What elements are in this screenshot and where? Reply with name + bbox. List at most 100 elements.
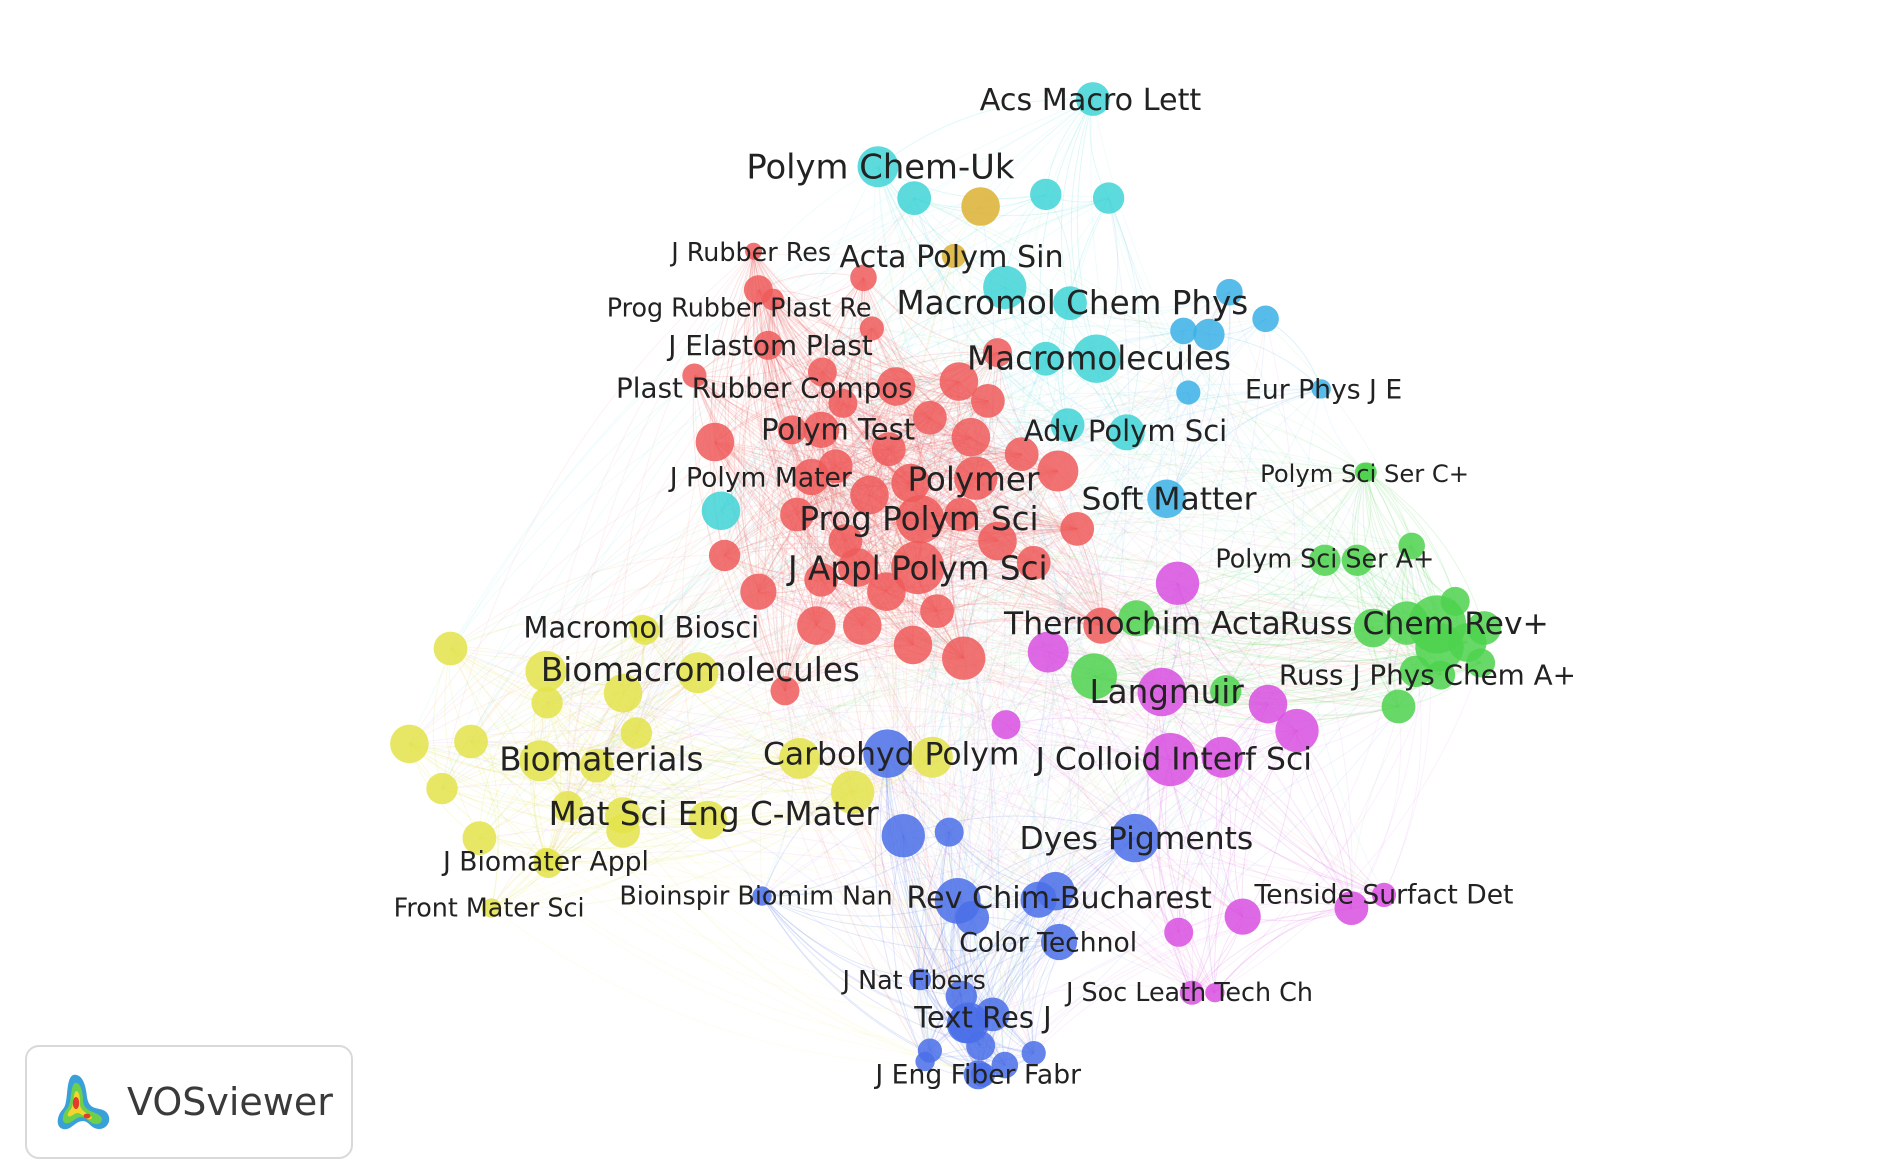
node-prog-polym-sci[interactable] xyxy=(896,495,945,544)
node[interactable] xyxy=(915,1051,935,1072)
node-j-elastom-plast[interactable] xyxy=(753,330,783,360)
node[interactable] xyxy=(1252,305,1279,333)
node[interactable] xyxy=(942,636,986,680)
node[interactable] xyxy=(433,631,468,666)
node[interactable] xyxy=(1216,278,1243,306)
node[interactable] xyxy=(1399,655,1432,688)
node[interactable] xyxy=(838,548,877,587)
label-macromolecules[interactable]: Macromolecules xyxy=(967,340,1231,378)
label-adv-polym-sci[interactable]: Adv Polym Sci xyxy=(1024,414,1227,448)
node-polym-test[interactable] xyxy=(803,411,840,448)
node[interactable] xyxy=(777,415,807,445)
node[interactable] xyxy=(1016,545,1051,580)
node[interactable] xyxy=(743,275,773,305)
node[interactable] xyxy=(871,432,906,467)
node[interactable] xyxy=(1036,871,1075,911)
label-russ-chem-rev[interactable]: Russ Chem Rev+ xyxy=(1280,606,1549,642)
node[interactable] xyxy=(970,1062,996,1087)
label-mat-sci-eng-c-mater[interactable]: Mat Sci Eng C-Mater xyxy=(549,795,880,833)
node-thermochim-acta[interactable] xyxy=(1083,607,1120,644)
node[interactable] xyxy=(944,497,979,532)
node-front-mater-sci[interactable] xyxy=(481,898,502,918)
node[interactable] xyxy=(983,338,1012,368)
label-langmuir[interactable]: Langmuir xyxy=(1089,673,1244,711)
label-front-mater-sci[interactable]: Front Mater Sci xyxy=(394,893,585,923)
node[interactable] xyxy=(961,187,1000,226)
node[interactable] xyxy=(1201,736,1243,778)
node-langmuir[interactable] xyxy=(1137,667,1187,717)
node-polymer[interactable] xyxy=(954,456,998,500)
node-dyes-pigments[interactable] xyxy=(1111,813,1160,863)
label-biomacromolecules[interactable]: Biomacromolecules xyxy=(541,651,860,689)
node[interactable] xyxy=(818,449,853,484)
node[interactable] xyxy=(1193,318,1225,351)
node[interactable] xyxy=(740,573,777,610)
node[interactable] xyxy=(891,463,930,503)
node[interactable] xyxy=(971,384,1005,418)
label-plast-rubber-compos[interactable]: Plast Rubber Compos xyxy=(616,371,913,404)
node[interactable] xyxy=(1353,608,1393,648)
node[interactable] xyxy=(1071,653,1117,700)
node[interactable] xyxy=(1467,611,1502,645)
node-polym-chem-uk[interactable] xyxy=(857,146,899,188)
node[interactable] xyxy=(701,491,741,531)
node[interactable] xyxy=(677,652,719,694)
node[interactable] xyxy=(1176,380,1201,405)
label-polym-sci-ser-c[interactable]: Polym Sci Ser C+ xyxy=(1260,460,1469,488)
node[interactable] xyxy=(1155,561,1200,605)
node[interactable] xyxy=(939,362,979,401)
node-eur-phys-j-e[interactable] xyxy=(1311,379,1331,399)
node[interactable] xyxy=(850,475,889,515)
label-polym-test[interactable]: Polym Test xyxy=(761,413,915,447)
node-j-colloid-interf-sci[interactable] xyxy=(1143,733,1197,787)
label-j-nat-fibers[interactable]: J Nat Fibers xyxy=(841,965,986,995)
label-dyes-pigments[interactable]: Dyes Pigments xyxy=(1020,821,1254,857)
node[interactable] xyxy=(920,594,954,628)
node[interactable] xyxy=(807,357,837,387)
node[interactable] xyxy=(991,710,1021,740)
node[interactable] xyxy=(551,791,584,823)
node[interactable] xyxy=(911,736,953,778)
node[interactable] xyxy=(1210,675,1242,707)
node-plast-rubber-compos[interactable] xyxy=(682,363,707,388)
node[interactable] xyxy=(893,625,933,665)
node[interactable] xyxy=(1398,532,1425,560)
node[interactable] xyxy=(1030,178,1062,211)
node[interactable] xyxy=(978,521,1017,561)
label-eur-phys-j-e[interactable]: Eur Phys J E xyxy=(1245,375,1402,406)
node-j-rubber-res[interactable] xyxy=(745,242,763,260)
label-j-polym-mater[interactable]: J Polym Mater xyxy=(668,463,852,494)
label-russ-j-phys-chem-a[interactable]: Russ J Phys Chem A+ xyxy=(1279,659,1576,692)
label-bioinspir-biomim-nan[interactable]: Bioinspir Biomim Nan xyxy=(619,881,892,911)
node[interactable] xyxy=(1164,917,1194,947)
label-thermochim-acta[interactable]: Thermochim Acta xyxy=(1003,606,1281,642)
label-prog-rubber-plast-re[interactable]: Prog Rubber Plast Re xyxy=(607,292,872,322)
node-color-technol[interactable] xyxy=(1041,923,1078,961)
label-j-colloid-interf-sci[interactable]: J Colloid Interf Sci xyxy=(1034,741,1312,777)
node[interactable] xyxy=(1275,708,1319,753)
node-bioinspir-biomim-nan[interactable] xyxy=(752,886,772,906)
node[interactable] xyxy=(897,181,932,216)
label-j-eng-fiber-fabr[interactable]: J Eng Fiber Fabr xyxy=(873,1059,1081,1090)
node[interactable] xyxy=(1004,437,1039,471)
node-tenside-surfact-det[interactable] xyxy=(1334,891,1369,925)
node[interactable] xyxy=(797,606,836,645)
node[interactable] xyxy=(1028,341,1063,376)
node[interactable] xyxy=(630,615,660,645)
node-j-appl-polym-sci[interactable] xyxy=(891,541,945,595)
node[interactable] xyxy=(1092,182,1125,214)
node[interactable] xyxy=(1248,684,1288,724)
label-polym-chem-uk[interactable]: Polym Chem-Uk xyxy=(746,148,1015,187)
node[interactable] xyxy=(1037,450,1079,492)
node[interactable] xyxy=(1021,1041,1046,1066)
node[interactable] xyxy=(531,687,563,719)
label-text-res-j[interactable]: Text Res J xyxy=(913,1001,1051,1035)
label-rev-chim-bucharest[interactable]: Rev Chim-Bucharest xyxy=(906,881,1212,916)
node-biomacromolecules[interactable] xyxy=(525,650,567,692)
node[interactable] xyxy=(1170,317,1197,345)
label-polymer[interactable]: Polymer xyxy=(907,460,1040,498)
node[interactable] xyxy=(955,900,990,935)
node[interactable] xyxy=(1385,601,1429,645)
node[interactable] xyxy=(390,724,429,764)
label-carbohyd-polym[interactable]: Carbohyd Polym xyxy=(763,736,1019,772)
